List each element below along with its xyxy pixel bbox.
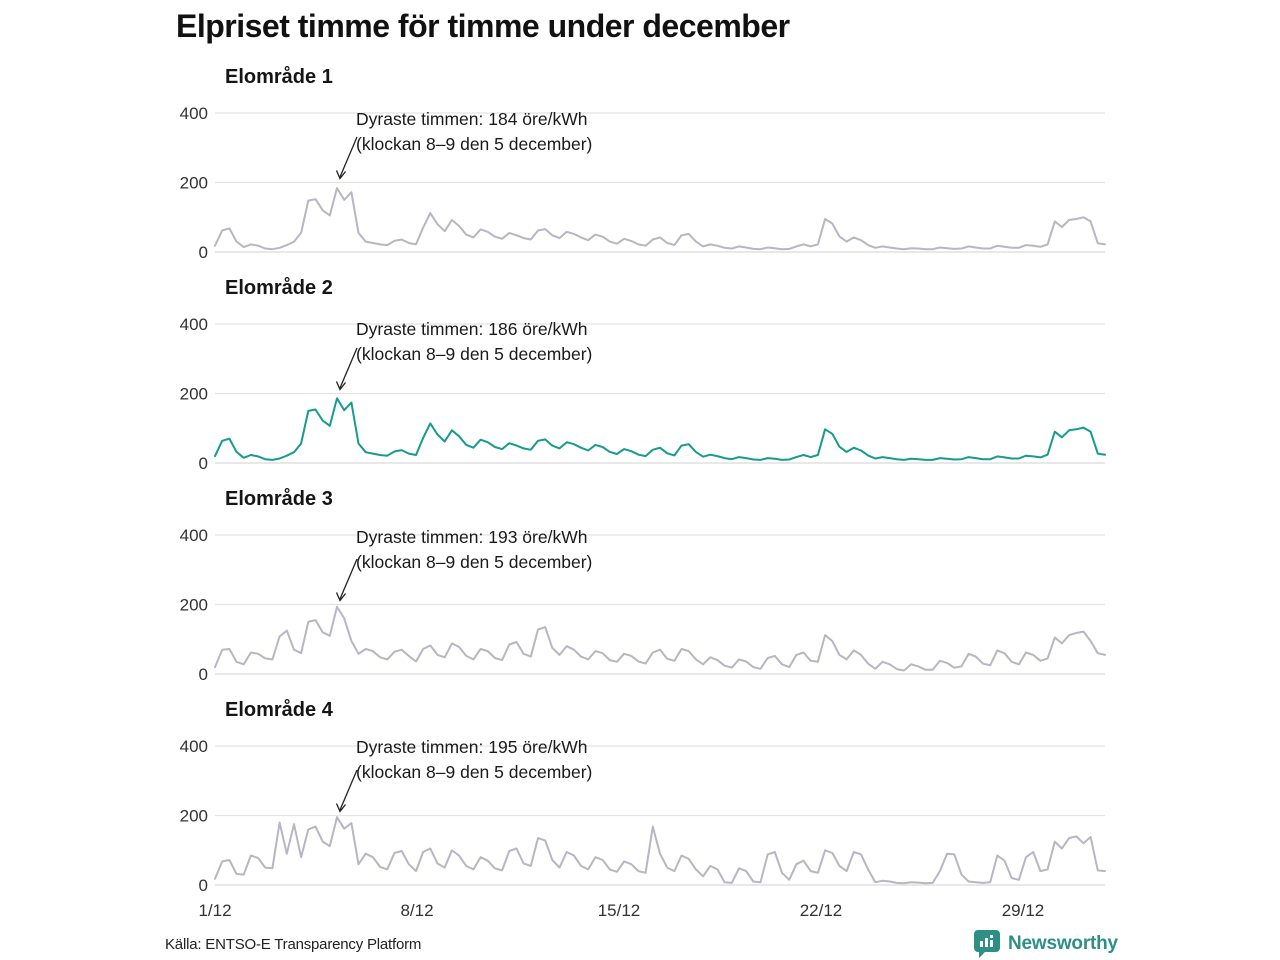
annotation-line-2: (klockan 8–9 den 5 december) <box>356 761 593 782</box>
chart-elomrade-1: 400 200 0 <box>180 104 1106 262</box>
annotation-line-1: Dyraste timmen: 184 öre/kWh <box>356 109 588 129</box>
y-tick-label: 0 <box>199 665 208 684</box>
brand-logo: Newsworthy <box>974 930 1118 958</box>
price-line-elomrade-1 <box>214 187 1106 251</box>
annotation-elomrade-1: Dyraste timmen: 184 öre/kWh (klockan 8–9… <box>356 107 716 156</box>
chart-title-elomrade-4: Elområde 4 <box>225 699 333 721</box>
y-tick-label: 400 <box>180 526 208 545</box>
annotation-elomrade-2: Dyraste timmen: 186 öre/kWh (klockan 8–9… <box>356 317 716 366</box>
price-line-elomrade-3 <box>214 605 1106 672</box>
annotation-elomrade-4: Dyraste timmen: 195 öre/kWh (klockan 8–9… <box>356 735 716 784</box>
x-tick-label: 15/12 <box>598 901 641 920</box>
annotation-arrowhead <box>335 170 347 180</box>
chart-title-elomrade-2: Elområde 2 <box>225 277 333 299</box>
page-title: Elpriset timme för timme under december <box>176 8 790 44</box>
annotation-line-2: (klockan 8–9 den 5 december) <box>356 343 593 364</box>
chart-elomrade-3: 400 200 0 <box>180 526 1106 684</box>
annotation-arrowhead <box>335 592 347 602</box>
annotation-line-1: Dyraste timmen: 195 öre/kWh <box>356 737 588 757</box>
annotation-arrow <box>339 558 358 600</box>
y-tick-label: 200 <box>180 385 208 404</box>
chart-title-elomrade-3: Elområde 3 <box>225 488 333 510</box>
brand-name: Newsworthy <box>1008 933 1118 954</box>
annotation-elomrade-3: Dyraste timmen: 193 öre/kWh (klockan 8–9… <box>356 525 716 574</box>
y-tick-label: 200 <box>180 174 208 193</box>
chart-title-elomrade-1: Elområde 1 <box>225 66 333 88</box>
y-tick-label: 0 <box>199 454 208 473</box>
price-line-elomrade-2 <box>214 397 1106 461</box>
x-tick-label: 29/12 <box>1002 901 1045 920</box>
annotation-arrow <box>339 769 358 811</box>
annotation-arrow <box>339 347 358 389</box>
source-credit: Källa: ENTSO-E Transparency Platform <box>165 936 422 953</box>
annotation-line-2: (klockan 8–9 den 5 december) <box>356 551 593 572</box>
y-tick-label: 0 <box>199 876 208 895</box>
y-tick-label: 400 <box>180 737 208 756</box>
annotation-line-1: Dyraste timmen: 193 öre/kWh <box>356 527 588 547</box>
y-tick-label: 0 <box>199 243 208 262</box>
chart-elomrade-2: 400 200 0 <box>180 315 1106 473</box>
annotation-arrowhead <box>335 803 347 813</box>
y-tick-label: 400 <box>180 104 208 123</box>
annotation-line-2: (klockan 8–9 den 5 december) <box>356 133 593 154</box>
y-tick-label: 400 <box>180 315 208 334</box>
annotation-arrowhead <box>335 381 347 391</box>
chart-elomrade-4: 400 200 0 1/12 8/12 15/12 22/12 29/12 <box>180 737 1106 920</box>
annotation-arrow <box>339 136 358 178</box>
x-tick-label: 22/12 <box>800 901 843 920</box>
bar-chart-speech-bubble-icon <box>974 930 1000 958</box>
price-line-elomrade-4 <box>214 816 1106 885</box>
x-tick-label: 8/12 <box>400 901 433 920</box>
y-tick-label: 200 <box>180 596 208 615</box>
x-tick-label: 1/12 <box>198 901 231 920</box>
y-tick-label: 200 <box>180 807 208 826</box>
annotation-line-1: Dyraste timmen: 186 öre/kWh <box>356 319 588 339</box>
